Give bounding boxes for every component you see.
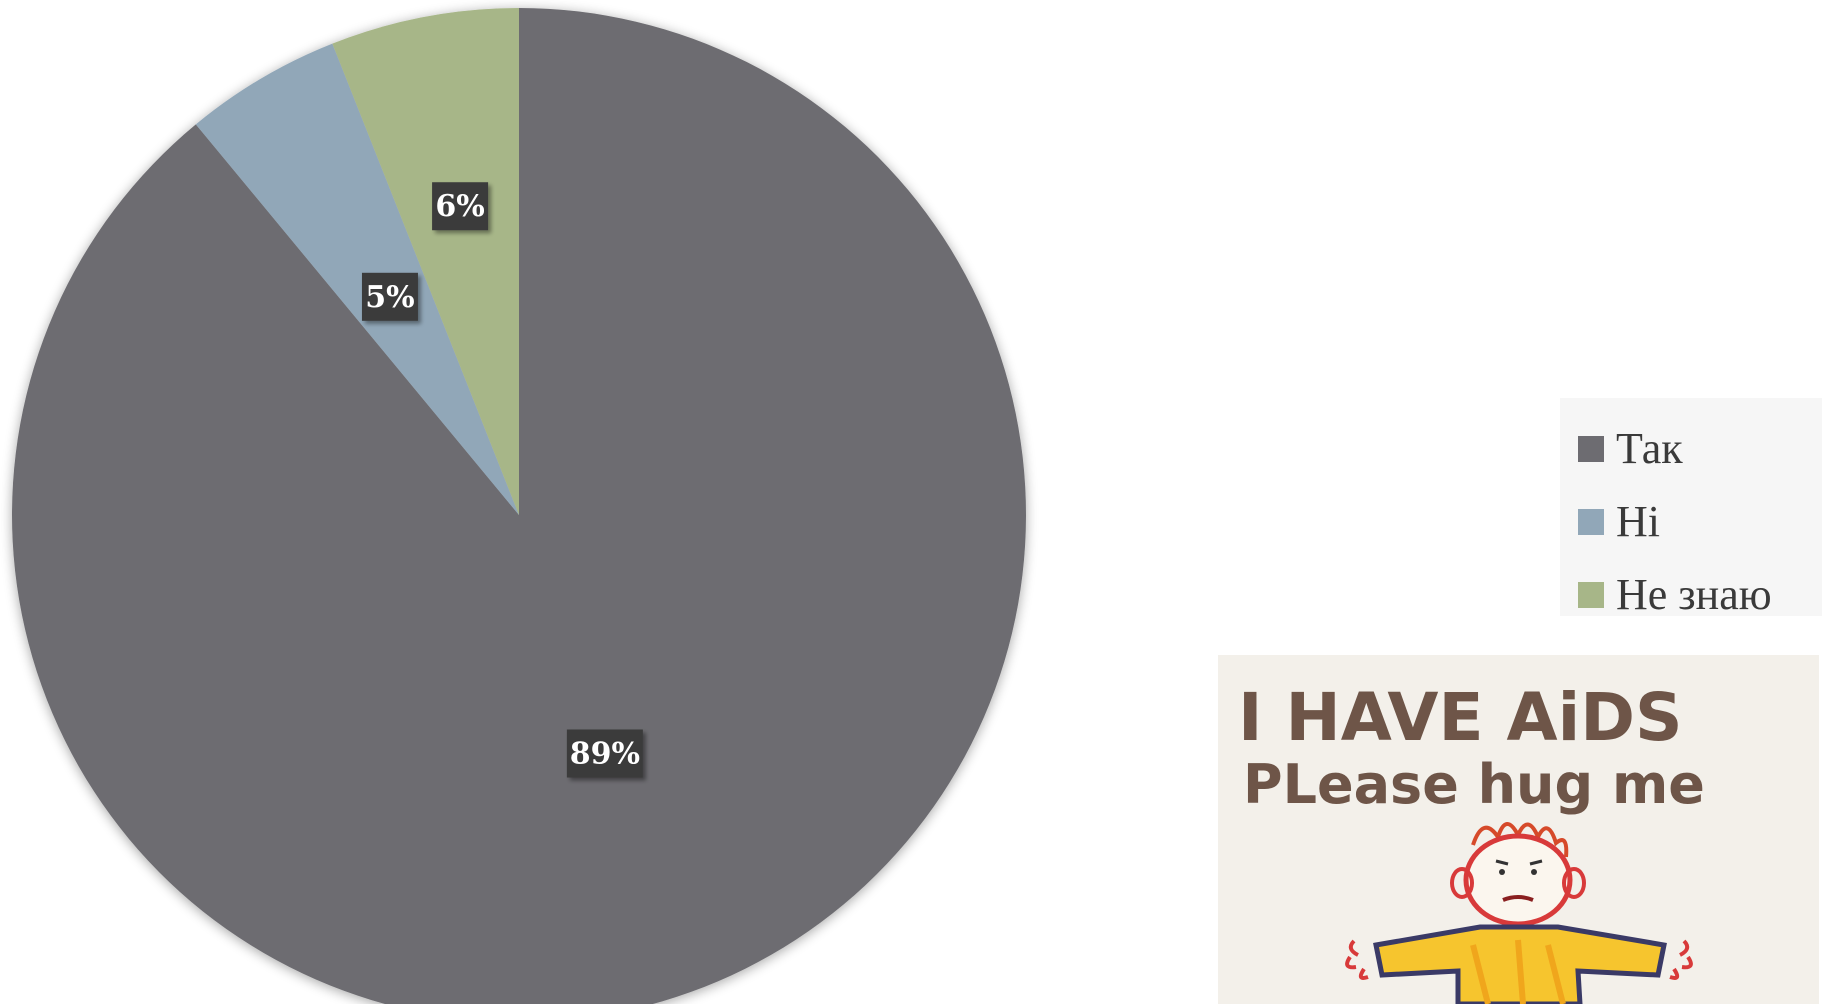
data-label-box-tak (566, 729, 643, 778)
data-label-box-ne-znayu (432, 182, 489, 231)
legend-label-ni: Ні (1616, 497, 1660, 546)
legend-item-ni: Ні (1578, 485, 1822, 558)
data-label-ne-znayu: 6% (432, 182, 489, 231)
poster-line-1: I HAVE AiDS (1238, 679, 1683, 756)
data-label-ni: 5% (361, 272, 418, 321)
pie-slice-ne-znayu (332, 8, 519, 515)
data-label-text-ni: 5% (365, 280, 414, 315)
legend-item-ne-znayu: Не знаю (1578, 558, 1822, 631)
legend-swatch-tak (1578, 435, 1604, 462)
legend-item-tak: Так (1578, 412, 1822, 485)
chart-legend: Так Ні Не знаю (1560, 398, 1822, 619)
poster-line-2: PLease hug me (1243, 753, 1705, 816)
stick-figure-icon (1345, 822, 1693, 1004)
aids-awareness-poster: I HAVE AiDS PLease hug me (1218, 655, 1819, 1004)
data-label-tak: 89% (566, 729, 643, 778)
data-label-box-ni (361, 272, 418, 321)
pie-chart: 89% 5% 6% (12, 8, 1026, 1004)
pie-slice-tak (12, 8, 1026, 1004)
pie-slice-ni (195, 43, 519, 515)
data-label-text-ne-znayu: 6% (435, 189, 484, 224)
poster-drawing: I HAVE AiDS PLease hug me (1238, 679, 1705, 1004)
legend-label-tak: Так (1616, 424, 1683, 473)
legend-swatch-ni (1578, 508, 1604, 535)
legend-label-ne-znayu: Не знаю (1616, 570, 1772, 619)
legend-swatch-ne-znayu (1578, 581, 1604, 608)
data-label-text-tak: 89% (570, 737, 640, 772)
